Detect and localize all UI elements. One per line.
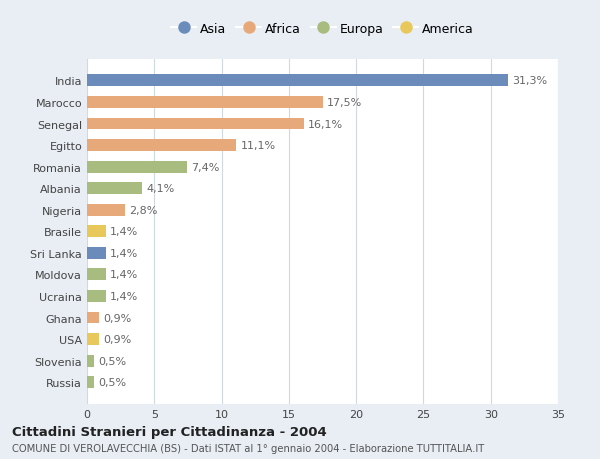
Text: 0,5%: 0,5% bbox=[98, 356, 126, 366]
Text: 0,9%: 0,9% bbox=[103, 313, 131, 323]
Text: 1,4%: 1,4% bbox=[110, 270, 138, 280]
Bar bbox=[87, 183, 142, 195]
Bar bbox=[87, 162, 187, 173]
Bar bbox=[87, 204, 125, 216]
Text: 2,8%: 2,8% bbox=[129, 205, 157, 215]
Bar bbox=[87, 118, 304, 130]
Bar bbox=[87, 75, 508, 87]
Text: Cittadini Stranieri per Cittadinanza - 2004: Cittadini Stranieri per Cittadinanza - 2… bbox=[12, 425, 327, 438]
Bar bbox=[87, 376, 94, 388]
Text: 0,5%: 0,5% bbox=[98, 377, 126, 387]
Text: 1,4%: 1,4% bbox=[110, 291, 138, 301]
Text: 1,4%: 1,4% bbox=[110, 248, 138, 258]
Bar bbox=[87, 140, 236, 151]
Text: COMUNE DI VEROLAVECCHIA (BS) - Dati ISTAT al 1° gennaio 2004 - Elaborazione TUTT: COMUNE DI VEROLAVECCHIA (BS) - Dati ISTA… bbox=[12, 443, 484, 453]
Bar bbox=[87, 247, 106, 259]
Text: 0,9%: 0,9% bbox=[103, 334, 131, 344]
Bar bbox=[87, 355, 94, 367]
Legend: Asia, Africa, Europa, America: Asia, Africa, Europa, America bbox=[166, 18, 479, 41]
Text: 31,3%: 31,3% bbox=[512, 76, 547, 86]
Bar bbox=[87, 269, 106, 281]
Bar bbox=[87, 291, 106, 302]
Text: 1,4%: 1,4% bbox=[110, 227, 138, 237]
Text: 16,1%: 16,1% bbox=[308, 119, 343, 129]
Text: 17,5%: 17,5% bbox=[326, 98, 362, 108]
Text: 4,1%: 4,1% bbox=[146, 184, 175, 194]
Text: 11,1%: 11,1% bbox=[241, 141, 275, 151]
Bar bbox=[87, 333, 99, 345]
Bar bbox=[87, 97, 323, 109]
Bar bbox=[87, 226, 106, 238]
Text: 7,4%: 7,4% bbox=[191, 162, 219, 172]
Bar bbox=[87, 312, 99, 324]
